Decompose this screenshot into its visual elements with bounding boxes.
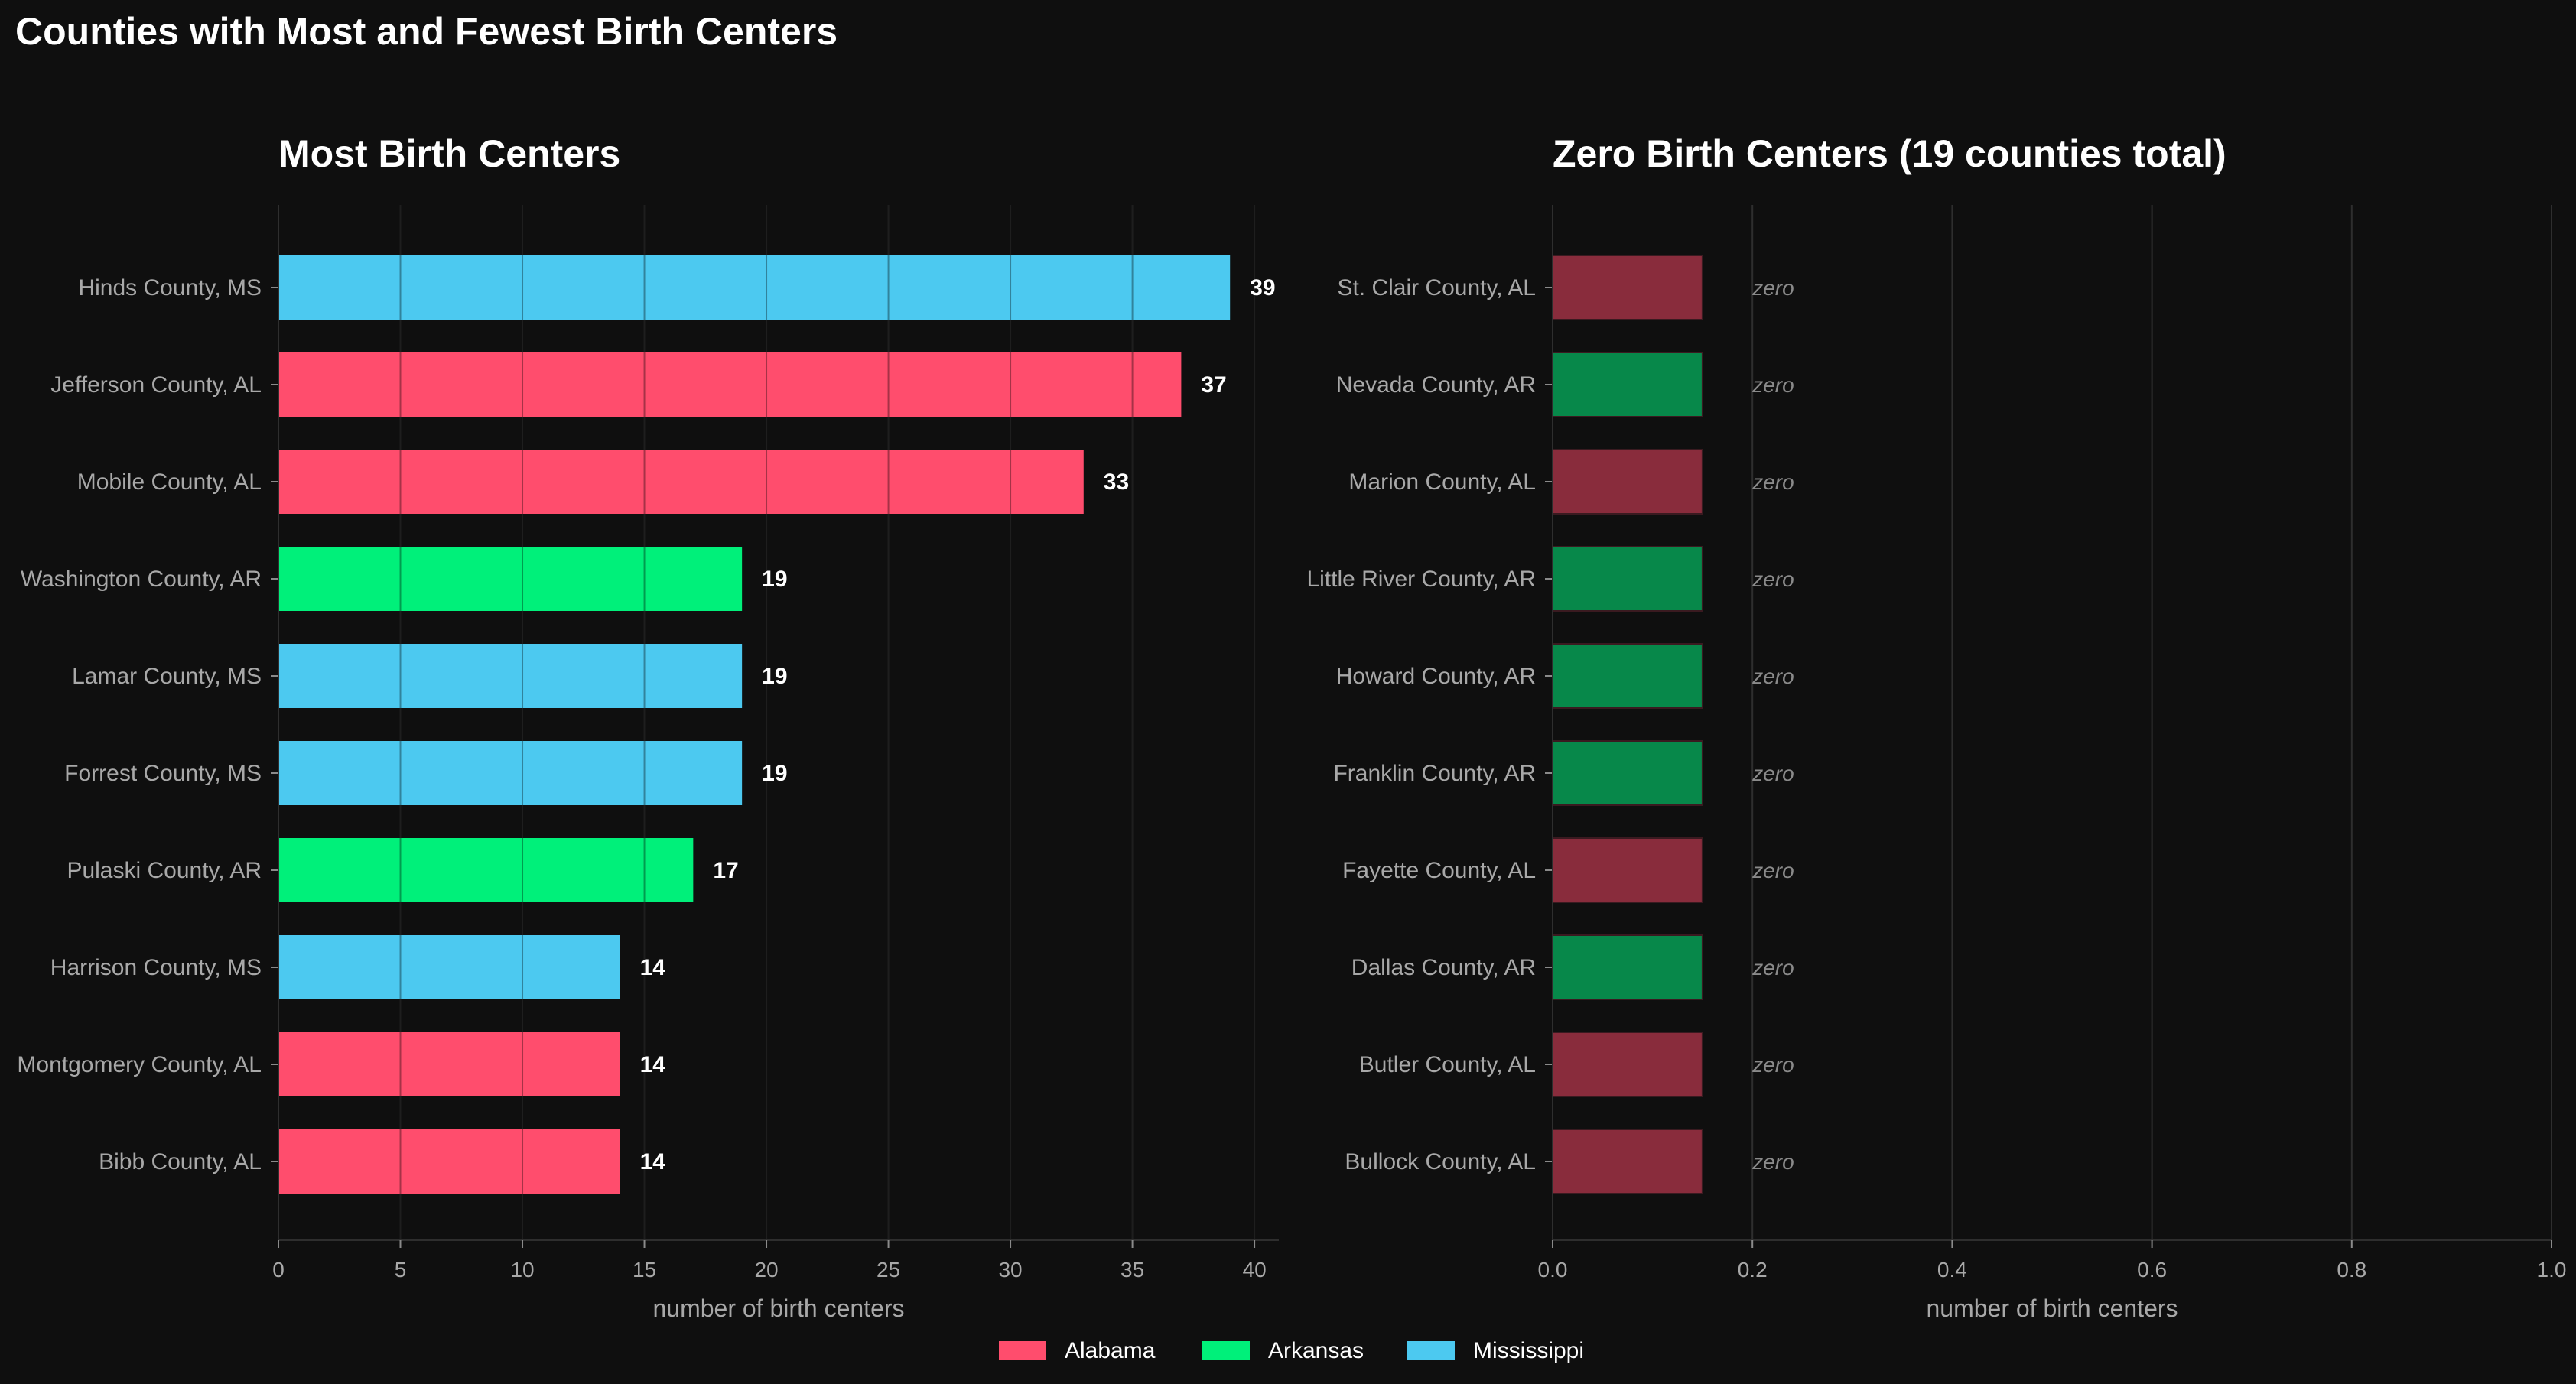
panel-title: Zero Birth Centers (19 counties total): [1553, 132, 2226, 175]
zero-birth-centers-panel: Zero Birth Centers (19 counties total) St…: [1306, 132, 2566, 1322]
legend-swatch-arkansas: [1202, 1341, 1250, 1360]
category-label: Lamar County, MS: [72, 664, 262, 689]
category-label: Washington County, AR: [21, 567, 262, 592]
legend-swatch-mississippi: [1407, 1341, 1455, 1360]
category-label: Butler County, AL: [1359, 1052, 1536, 1077]
bar-butler-county-al: [1552, 1032, 1703, 1097]
x-tick-label: 20: [754, 1258, 778, 1282]
category-label: Pulaski County, AR: [67, 858, 262, 883]
legend-label-alabama: Alabama: [1065, 1338, 1156, 1363]
data-label: zero: [1751, 276, 1794, 300]
data-label: zero: [1751, 567, 1794, 591]
bar-fayette-county-al: [1552, 837, 1703, 903]
bar-nevada-county-ar: [1552, 352, 1703, 417]
x-tick-label: 0.4: [1937, 1258, 1967, 1282]
x-tick-label: 35: [1120, 1258, 1144, 1282]
bar-little-river-county-ar: [1552, 546, 1703, 612]
category-label: Marion County, AL: [1348, 469, 1536, 495]
category-label: Montgomery County, AL: [17, 1052, 262, 1077]
legend-label-mississippi: Mississippi: [1473, 1338, 1584, 1363]
x-tick-label: 1.0: [2537, 1258, 2567, 1282]
data-label: 19: [762, 761, 787, 786]
data-label: zero: [1751, 1150, 1794, 1174]
data-label: 14: [640, 955, 666, 980]
data-label: 19: [762, 567, 787, 592]
x-tick-label: 0.2: [1738, 1258, 1768, 1282]
bar-bullock-county-al: [1552, 1129, 1703, 1194]
x-tick-label: 15: [633, 1258, 656, 1282]
panel-title: Most Birth Centers: [278, 132, 620, 175]
x-axis-label: number of birth centers: [652, 1295, 904, 1322]
bar-bibb-county-al: [278, 1129, 620, 1194]
category-label: Harrison County, MS: [50, 955, 262, 980]
category-label: Little River County, AR: [1306, 567, 1536, 592]
most-birth-centers-panel: Most Birth Centers Hinds County, MS 39 Jeff…: [17, 132, 1279, 1322]
data-label: zero: [1751, 373, 1794, 397]
bar-forrest-county-ms: [278, 741, 743, 805]
data-label: zero: [1751, 859, 1794, 882]
category-label: Hinds County, MS: [78, 275, 262, 301]
bar-dallas-county-ar: [1552, 934, 1703, 1000]
bar-howard-county-ar: [1552, 643, 1703, 709]
x-tick-label: 40: [1243, 1258, 1267, 1282]
data-label: 17: [713, 858, 738, 883]
figure-title: Counties with Most and Fewest Birth Cent…: [15, 10, 838, 53]
category-label: Forrest County, MS: [64, 761, 262, 786]
x-tick-label: 30: [998, 1258, 1022, 1282]
category-label: Jefferson County, AL: [50, 372, 262, 398]
data-label: zero: [1751, 762, 1794, 785]
x-tick-label: 25: [877, 1258, 900, 1282]
category-label: Nevada County, AR: [1336, 372, 1536, 398]
x-tick-label: 0.6: [2137, 1258, 2167, 1282]
category-label: Bullock County, AL: [1345, 1149, 1536, 1174]
data-label: 14: [640, 1052, 666, 1077]
data-label: 37: [1201, 372, 1226, 398]
bar-franklin-county-ar: [1552, 740, 1703, 806]
legend: Alabama Arkansas Mississippi: [999, 1338, 1584, 1363]
category-label: St. Clair County, AL: [1337, 275, 1536, 301]
bar-pulaski-county-ar: [278, 838, 694, 902]
x-tick-label: 5: [395, 1258, 407, 1282]
legend-swatch-alabama: [999, 1341, 1046, 1360]
bar-harrison-county-ms: [278, 935, 620, 999]
bar-marion-county-al: [1552, 449, 1703, 515]
category-label: Mobile County, AL: [77, 469, 262, 495]
legend-label-arkansas: Arkansas: [1268, 1338, 1364, 1363]
data-label: zero: [1751, 470, 1794, 494]
category-label: Howard County, AR: [1336, 664, 1536, 689]
x-axis-label: number of birth centers: [1926, 1295, 2178, 1322]
category-label: Dallas County, AR: [1351, 955, 1536, 980]
data-label: zero: [1751, 956, 1794, 980]
data-label: zero: [1751, 1053, 1794, 1077]
bar-st-clair-county-al: [1552, 255, 1703, 320]
category-label: Fayette County, AL: [1342, 858, 1536, 883]
bar-montgomery-county-al: [278, 1032, 620, 1096]
bar-lamar-county-ms: [278, 644, 743, 708]
x-tick-label: 10: [510, 1258, 534, 1282]
x-tick-label: 0.8: [2337, 1258, 2366, 1282]
category-label: Franklin County, AR: [1333, 761, 1536, 786]
bar-jefferson-county-al: [278, 352, 1182, 417]
bar-hinds-county-ms: [278, 255, 1231, 320]
x-tick-label: 0: [272, 1258, 285, 1282]
x-tick-label: 0.0: [1538, 1258, 1568, 1282]
data-label: 19: [762, 664, 787, 689]
bar-washington-county-ar: [278, 547, 743, 611]
bar-mobile-county-al: [278, 450, 1084, 514]
data-label: 14: [640, 1149, 666, 1174]
data-label: 33: [1104, 469, 1129, 495]
data-label: zero: [1751, 664, 1794, 688]
category-label: Bibb County, AL: [99, 1149, 262, 1174]
data-label: 39: [1250, 275, 1275, 301]
